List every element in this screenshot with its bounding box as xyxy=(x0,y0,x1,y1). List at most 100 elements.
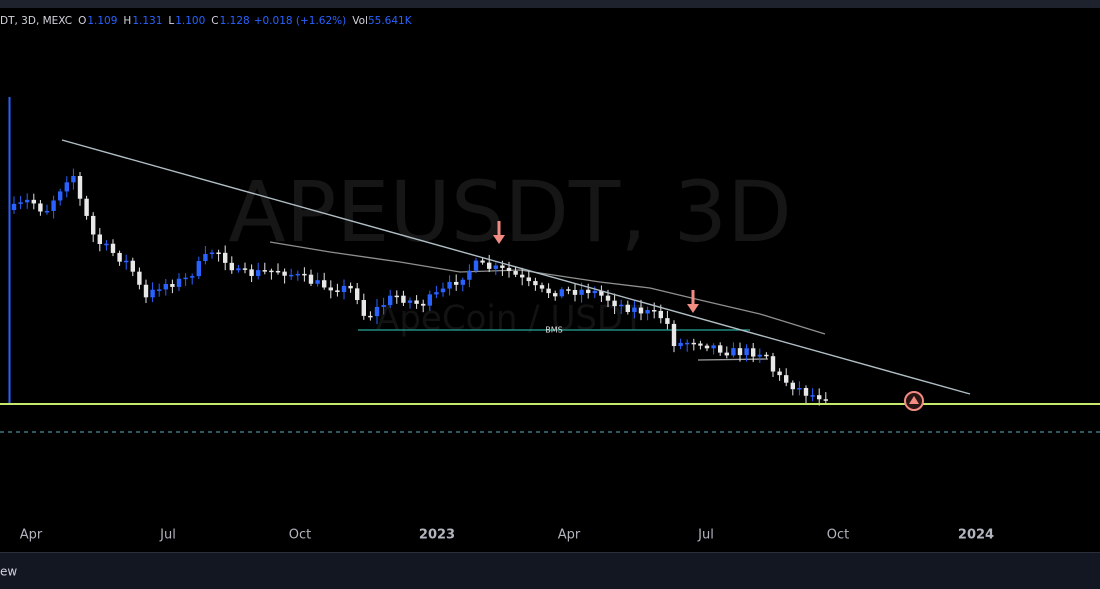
candle-body xyxy=(665,318,670,324)
candle-body xyxy=(275,270,281,273)
candle-body xyxy=(335,290,340,293)
candle-body xyxy=(645,310,650,314)
candle-body xyxy=(97,234,102,245)
candle-body xyxy=(388,295,393,306)
candle-body xyxy=(58,191,63,201)
candle-body xyxy=(269,270,274,273)
candle-body xyxy=(553,293,558,297)
candle-body xyxy=(784,375,789,383)
bottom-bar xyxy=(0,553,1100,589)
candle-body xyxy=(559,289,564,297)
candle-body xyxy=(44,210,50,213)
candle-body xyxy=(170,284,175,287)
candle-body xyxy=(473,260,479,271)
x-tick-label: Apr xyxy=(20,528,43,543)
watermark-subtitle: ApeCoin / USDT xyxy=(376,299,644,339)
candle-body xyxy=(361,300,366,316)
top-bar xyxy=(0,0,1100,8)
candle-body xyxy=(183,277,188,280)
candle-body xyxy=(64,182,69,192)
candle-body xyxy=(467,270,472,280)
candle-body xyxy=(117,252,122,262)
arrow-head xyxy=(687,304,699,313)
candle-body xyxy=(810,395,815,397)
legend-close-label: C xyxy=(211,15,218,27)
candle-body xyxy=(130,260,135,272)
candle-body xyxy=(671,323,677,347)
candle-body xyxy=(242,268,248,270)
candle-body xyxy=(374,306,380,317)
candle-body xyxy=(315,280,320,284)
candle-body xyxy=(229,262,234,271)
candle-body xyxy=(295,273,300,276)
legend-symbol: DT, 3D, MEXC xyxy=(0,15,72,27)
candle-body xyxy=(612,300,617,307)
candle-body xyxy=(619,304,624,307)
candle-body xyxy=(84,198,89,216)
candle-body xyxy=(328,287,333,291)
legend-open: 1.109 xyxy=(87,15,117,27)
candle-body xyxy=(282,271,287,276)
candle-body xyxy=(777,371,782,376)
candle-body xyxy=(150,289,155,298)
candle-body xyxy=(764,354,769,357)
x-tick-label: Jul xyxy=(697,528,714,543)
candle-body xyxy=(256,270,261,276)
candle-body xyxy=(817,395,822,400)
candle-body xyxy=(526,277,531,282)
candle-body xyxy=(599,290,604,296)
candle-body xyxy=(751,348,756,357)
candle-body xyxy=(236,268,241,271)
alert-icon-glyph xyxy=(909,396,919,404)
candle-body xyxy=(104,243,109,246)
candle-body xyxy=(691,342,696,345)
legend-low-label: L xyxy=(168,15,174,27)
candle-body xyxy=(447,281,452,289)
candle-body xyxy=(38,203,43,212)
candle-body xyxy=(592,290,597,294)
candle-body xyxy=(652,310,657,312)
candle-body xyxy=(520,274,525,278)
candle-body xyxy=(11,203,17,210)
candle-body xyxy=(196,261,201,277)
candle-body xyxy=(110,243,116,253)
candle-body xyxy=(427,294,432,306)
candle-body xyxy=(308,274,314,284)
candle-body xyxy=(737,348,743,356)
candle-body xyxy=(579,289,584,295)
candle-body xyxy=(605,295,611,301)
candle-body xyxy=(91,215,96,235)
legend-high: 1.131 xyxy=(132,15,162,27)
candle-body xyxy=(262,270,267,272)
candle-body xyxy=(368,315,373,318)
x-tick-label: Jul xyxy=(159,528,176,543)
candle-body xyxy=(203,254,208,262)
candle-body xyxy=(460,279,465,285)
support-line xyxy=(697,358,769,361)
candle-body xyxy=(381,305,386,307)
legend-change: +0.018 (+1.62%) xyxy=(254,15,347,27)
candle-body xyxy=(51,200,56,211)
candle-body xyxy=(322,280,327,288)
candle-body xyxy=(401,295,406,303)
candle-body xyxy=(209,252,215,255)
candle-body xyxy=(500,265,505,268)
candle-body xyxy=(757,354,762,357)
candle-body xyxy=(790,382,795,390)
watermark-title: APEUSDT, 3D xyxy=(228,163,792,261)
candle-body xyxy=(157,289,162,291)
candle-body xyxy=(638,307,644,314)
candle-body xyxy=(797,388,802,390)
candle-body xyxy=(176,278,182,287)
candle-body xyxy=(566,289,571,291)
candle-body xyxy=(823,399,828,401)
moving-average xyxy=(269,241,826,335)
bms-label: BMS xyxy=(545,326,562,335)
candle-body xyxy=(731,348,736,356)
candle-body xyxy=(744,348,749,356)
legend-volume: 55.641K xyxy=(368,15,413,27)
candle-body xyxy=(163,284,168,290)
candle-body xyxy=(572,289,578,295)
